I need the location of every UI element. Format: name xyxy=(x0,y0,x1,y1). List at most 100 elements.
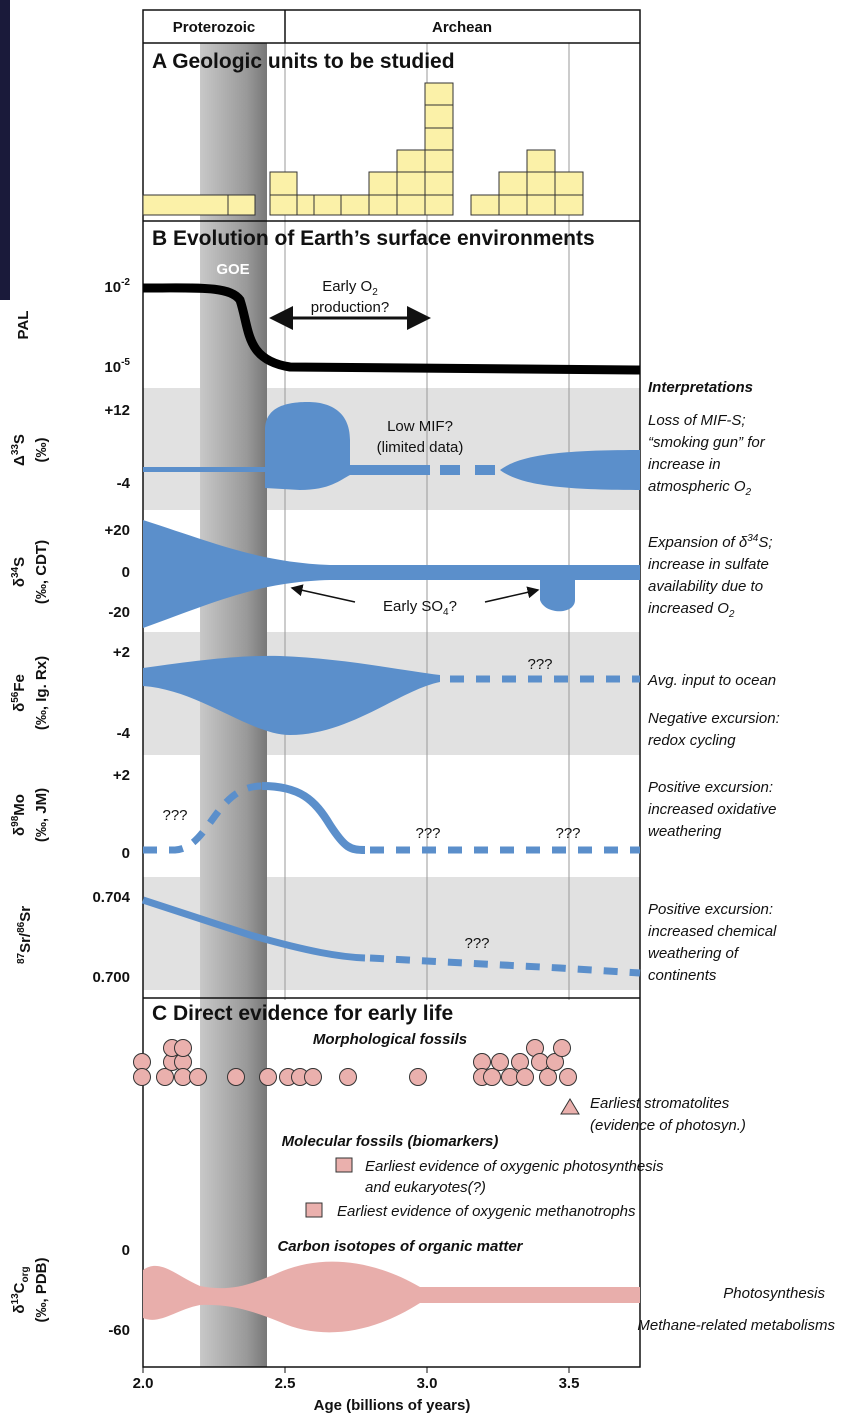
goe-label: GOE xyxy=(216,261,249,278)
note: and eukaryotes(?) xyxy=(365,1179,486,1196)
text-part: Negative excursion: xyxy=(648,710,780,727)
shape xyxy=(227,194,256,216)
text-part: 2 xyxy=(728,609,735,620)
fossil xyxy=(516,1068,534,1086)
d98mo-dash xyxy=(143,782,263,854)
text-part: 34 xyxy=(747,533,759,544)
tick: +20 xyxy=(105,522,130,539)
y-label: 87Sr/86Sr xyxy=(16,906,34,964)
interpretation-line: Positive excursion: xyxy=(648,779,773,796)
note: Low MIF? xyxy=(387,418,453,435)
text-part: 56 xyxy=(10,691,21,703)
subtitle: Carbon isotopes of organic matter xyxy=(277,1238,523,1255)
note: (limited data) xyxy=(377,439,464,456)
fossil xyxy=(491,1053,509,1071)
fossil xyxy=(174,1039,192,1057)
text-part: increase in sulfate xyxy=(648,556,769,573)
fossil xyxy=(189,1068,207,1086)
text-part: 86 xyxy=(16,921,27,933)
fossil xyxy=(339,1068,357,1086)
y-label: PAL xyxy=(15,311,32,340)
fossil xyxy=(553,1039,571,1057)
shape xyxy=(142,194,229,216)
text-part: 2 xyxy=(745,487,752,498)
interpretation-line: increase in xyxy=(648,456,721,473)
shape xyxy=(424,149,454,173)
y-label: Δ33S xyxy=(10,434,28,466)
interpretations-title: Interpretations xyxy=(648,379,753,396)
text-part: increased O xyxy=(648,600,729,617)
d34s-shape xyxy=(143,520,640,628)
interpretation-line: Expansion of δ34S; xyxy=(648,533,773,551)
text-part: S; xyxy=(758,534,772,551)
text-part: redox cycling xyxy=(648,732,736,749)
text-part: ? xyxy=(449,598,457,615)
shape xyxy=(143,467,273,472)
text-part: weathering xyxy=(648,823,722,840)
shape xyxy=(368,194,398,216)
note: Early SO4? xyxy=(383,598,457,618)
y-unit: (‰) xyxy=(33,438,50,463)
fossil xyxy=(174,1068,192,1086)
y-label: δ98Mo xyxy=(10,794,28,836)
x-tick-label: 2.5 xyxy=(275,1375,296,1392)
text-part: δ xyxy=(11,703,28,712)
note: (evidence of photosyn.) xyxy=(590,1117,746,1134)
shape xyxy=(526,149,556,173)
text-part: Positive excursion: xyxy=(648,901,773,918)
tick: +12 xyxy=(105,402,130,419)
interpretation-line: continents xyxy=(648,967,717,984)
text-part: Loss of MIF-S; xyxy=(648,412,746,429)
era: Proterozoic xyxy=(173,19,256,36)
shape xyxy=(290,584,356,603)
tick: 0 xyxy=(122,564,130,581)
text-part: availability due to xyxy=(648,578,763,595)
text-part: production? xyxy=(311,299,389,316)
fossil xyxy=(156,1068,174,1086)
d98mo-line xyxy=(261,782,366,854)
note: ??? xyxy=(415,825,440,842)
interpretation-line: availability due to xyxy=(648,578,763,595)
x-label: Age (billions of years) xyxy=(314,1397,471,1414)
tick: 0.704 xyxy=(92,889,130,906)
text-part: continents xyxy=(648,967,717,984)
biomarker-marker xyxy=(305,1202,323,1218)
fossil xyxy=(559,1068,577,1086)
fossils xyxy=(133,1039,577,1086)
fossil xyxy=(133,1068,151,1086)
tick: 0 xyxy=(122,1242,130,1259)
interpretation-line: atmospheric O2 xyxy=(648,478,752,498)
shape xyxy=(554,171,584,196)
shape xyxy=(396,149,426,173)
subtitle: Molecular fossils (biomarkers) xyxy=(282,1133,499,1150)
text-part: Δ xyxy=(11,455,28,466)
image-edge xyxy=(0,0,10,300)
sr-line xyxy=(141,896,366,962)
note: Earliest evidence of oxygenic photosynth… xyxy=(365,1158,664,1175)
shape xyxy=(498,171,528,196)
era: Archean xyxy=(432,19,492,36)
interpretation-line: increased O2 xyxy=(648,600,735,620)
fossil xyxy=(483,1068,501,1086)
text-part: -2 xyxy=(121,277,130,288)
stromatolite-marker xyxy=(560,1098,580,1115)
interpretation-line: increased oxidative xyxy=(648,801,776,818)
shape xyxy=(424,194,454,216)
shape xyxy=(498,194,528,216)
note: ??? xyxy=(555,825,580,842)
tick: 10-5 xyxy=(104,357,130,376)
text-part: org xyxy=(20,1266,31,1282)
sr-dash xyxy=(369,954,641,977)
text-part: atmospheric O xyxy=(648,478,746,495)
text-part: 33 xyxy=(10,444,21,456)
shape xyxy=(424,82,454,106)
d56fe-shape xyxy=(143,655,440,735)
text-part: δ xyxy=(11,578,28,587)
text-part: S xyxy=(11,557,28,567)
panel-title: C Direct evidence for early life xyxy=(152,1002,453,1025)
tick: -4 xyxy=(117,725,131,742)
shape xyxy=(269,171,298,196)
interpretation-line: redox cycling xyxy=(648,732,736,749)
tick: -60 xyxy=(108,1322,130,1339)
